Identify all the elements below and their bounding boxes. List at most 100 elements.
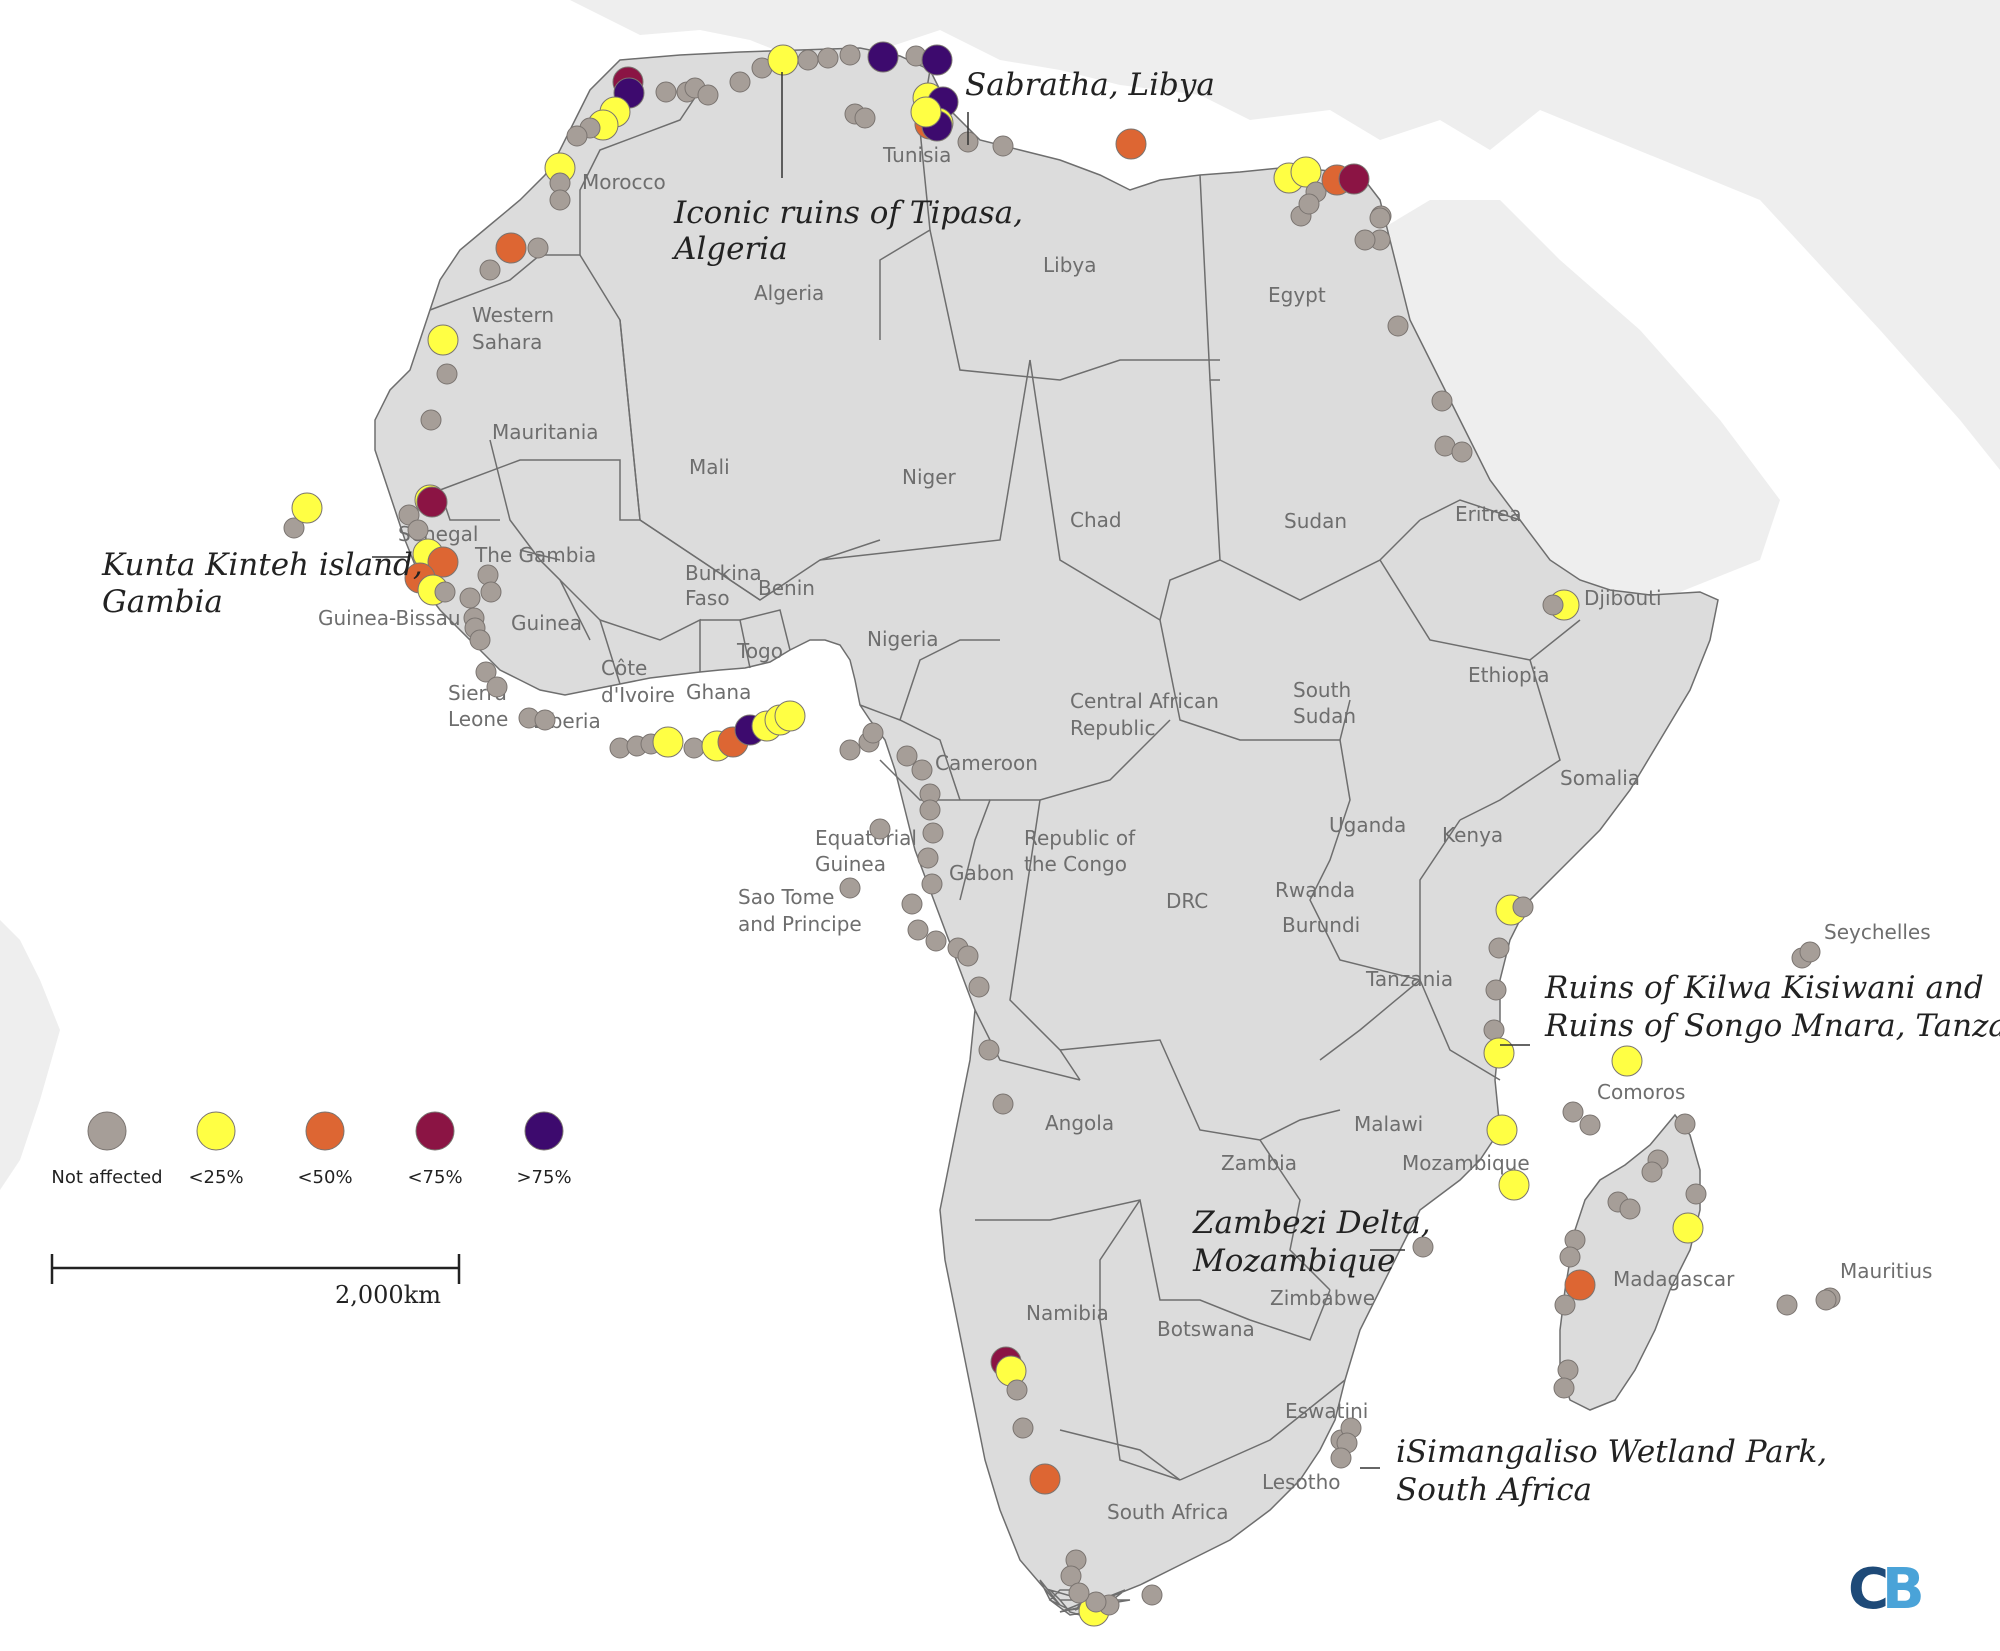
legend-label-not-affected: Not affected [51, 1167, 162, 1188]
site-marker-not-affected [469, 629, 491, 651]
country-label-nigeria: Nigeria [867, 627, 939, 651]
site-marker-lt75 [416, 486, 448, 518]
background-land [0, 0, 2000, 1190]
country-label-south-sudan: South [1293, 678, 1351, 702]
site-marker-not-affected [1068, 1582, 1090, 1604]
site-marker-not-affected [1412, 1236, 1434, 1258]
country-label-sudan: Sudan [1284, 509, 1347, 533]
site-marker-not-affected [992, 135, 1014, 157]
site-marker-gt75 [921, 44, 953, 76]
site-marker-not-affected [925, 930, 947, 952]
country-label-the-gambia: The Gambia [474, 543, 596, 567]
site-marker-not-affected [1553, 1377, 1575, 1399]
country-label-tanzania: Tanzania [1365, 967, 1453, 991]
madagascar-landmass [1559, 1113, 1701, 1411]
site-marker-not-affected [839, 877, 861, 899]
site-marker-not-affected [957, 945, 979, 967]
country-label-south-sudan-2: Sudan [1293, 704, 1356, 728]
country-label-zambia: Zambia [1221, 1151, 1297, 1175]
country-label-republic-of-congo-2: the Congo [1024, 852, 1127, 876]
country-label-cote-divoire-2: d'Ivoire [601, 683, 675, 707]
country-label-comoros: Comoros [1597, 1080, 1685, 1104]
country-label-kenya: Kenya [1442, 823, 1503, 847]
site-marker-not-affected [869, 818, 891, 840]
site-marker-not-affected [1776, 1294, 1798, 1316]
site-marker-lt50 [1115, 128, 1147, 160]
country-label-car: Central African [1070, 689, 1219, 713]
country-label-guinea: Guinea [511, 611, 582, 635]
site-marker-lt25 [1611, 1045, 1643, 1077]
legend-swatch-not-affected [87, 1111, 127, 1151]
country-label-seychelles: Seychelles [1824, 920, 1931, 944]
site-marker-not-affected [729, 71, 751, 93]
site-marker-not-affected [1799, 941, 1821, 963]
legend-label-lt75: <75% [407, 1167, 462, 1188]
site-marker-not-affected [1488, 937, 1510, 959]
site-markers [283, 41, 1841, 1627]
site-marker-not-affected [1554, 1294, 1576, 1316]
site-marker-not-affected [420, 409, 442, 431]
country-label-mauritania: Mauritania [492, 420, 599, 444]
site-marker-gt75 [867, 41, 899, 73]
annotation-isimangaliso: iSimangaliso Wetland Park, [1396, 1434, 1827, 1470]
site-marker-lt25 [1486, 1114, 1518, 1146]
country-label-lesotho: Lesotho [1262, 1470, 1341, 1494]
annotation-tipasa-line-2: Algeria [671, 231, 788, 267]
south-america-landmass [0, 920, 60, 1190]
country-label-chad: Chad [1070, 508, 1122, 532]
site-marker-not-affected [697, 84, 719, 106]
country-label-uganda: Uganda [1329, 813, 1406, 837]
site-marker-not-affected [1542, 594, 1564, 616]
site-marker-not-affected [1330, 1447, 1352, 1469]
country-label-togo: Togo [736, 639, 783, 663]
site-marker-not-affected [1012, 1417, 1034, 1439]
country-label-angola: Angola [1045, 1111, 1114, 1135]
site-marker-not-affected [862, 722, 884, 744]
country-label-south-africa: South Africa [1107, 1500, 1229, 1524]
legend-swatch-lt25 [196, 1111, 236, 1151]
site-marker-not-affected [907, 919, 929, 941]
logo-letter-c: C [1848, 1557, 1886, 1622]
country-borders [429, 69, 1581, 1481]
scale-bar-label: 2,000km [335, 1281, 441, 1309]
legend: Not affected <25% <50% <75% >75% [51, 1111, 572, 1188]
site-marker-not-affected [1451, 441, 1473, 463]
country-label-malawi: Malawi [1354, 1112, 1423, 1136]
site-marker-not-affected [1006, 1379, 1028, 1401]
site-marker-not-affected [1512, 896, 1534, 918]
legend-label-lt25: <25% [188, 1167, 243, 1188]
country-label-mauritius: Mauritius [1840, 1259, 1932, 1283]
country-label-western-sahara-2: Sahara [472, 330, 542, 354]
logo-letter-b: B [1882, 1557, 1921, 1622]
site-marker-not-affected [1060, 1565, 1082, 1587]
country-label-zimbabwe: Zimbabwe [1270, 1286, 1375, 1310]
site-marker-lt25 [774, 700, 806, 732]
country-label-burkina-faso-2: Faso [685, 586, 730, 610]
country-label-algeria: Algeria [754, 281, 824, 305]
site-marker-not-affected [839, 739, 861, 761]
site-marker-lt25 [291, 492, 323, 524]
country-label-sao-tome: Sao Tome [738, 885, 834, 909]
country-label-ghana: Ghana [686, 680, 751, 704]
site-marker-not-affected [475, 661, 497, 683]
site-marker-not-affected [527, 237, 549, 259]
site-marker-not-affected [1557, 1359, 1579, 1381]
annotation-kunta-kinteh: Kunta Kinteh island, [101, 547, 423, 583]
site-marker-not-affected [839, 44, 861, 66]
site-marker-not-affected [1641, 1161, 1663, 1183]
site-marker-not-affected [283, 517, 305, 539]
arabian-peninsula [1380, 200, 1780, 620]
country-label-gabon: Gabon [949, 861, 1014, 885]
legend-label-gt75: >75% [516, 1167, 571, 1188]
legend-label-lt50: <50% [297, 1167, 352, 1188]
country-label-drc: DRC [1166, 889, 1208, 913]
site-marker-not-affected [921, 873, 943, 895]
annotations: Sabratha, Libya Iconic ruins of Tipasa, … [101, 67, 2000, 1508]
site-marker-not-affected [911, 759, 933, 781]
country-label-libya: Libya [1043, 253, 1097, 277]
site-marker-not-affected [917, 847, 939, 869]
site-marker-not-affected [1562, 1101, 1584, 1123]
europe-landmass [570, 0, 1540, 150]
country-label-burundi: Burundi [1282, 913, 1360, 937]
carbon-brief-logo: C B [1848, 1557, 1925, 1622]
